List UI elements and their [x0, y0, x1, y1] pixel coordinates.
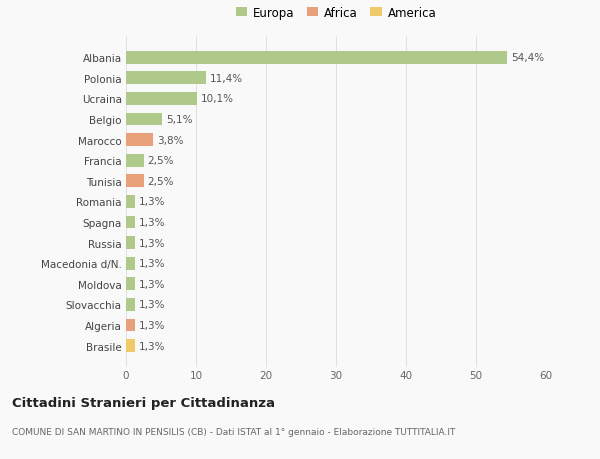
Bar: [126, 340, 135, 352]
Text: 1,3%: 1,3%: [139, 320, 166, 330]
Text: 10,1%: 10,1%: [201, 94, 234, 104]
Bar: [126, 319, 135, 332]
Text: 2,5%: 2,5%: [148, 176, 174, 186]
Bar: [126, 155, 143, 167]
Bar: [126, 175, 143, 188]
Text: 1,3%: 1,3%: [139, 279, 166, 289]
Bar: [126, 52, 507, 64]
Bar: [126, 298, 135, 311]
Text: Cittadini Stranieri per Cittadinanza: Cittadini Stranieri per Cittadinanza: [12, 396, 275, 409]
Text: 2,5%: 2,5%: [148, 156, 174, 166]
Bar: [126, 237, 135, 249]
Legend: Europa, Africa, America: Europa, Africa, America: [231, 2, 441, 24]
Text: 54,4%: 54,4%: [511, 53, 544, 63]
Text: 3,8%: 3,8%: [157, 135, 184, 146]
Bar: [126, 113, 162, 126]
Text: 1,3%: 1,3%: [139, 218, 166, 228]
Bar: [126, 216, 135, 229]
Text: 1,3%: 1,3%: [139, 197, 166, 207]
Text: 1,3%: 1,3%: [139, 341, 166, 351]
Bar: [126, 278, 135, 291]
Bar: [126, 134, 152, 147]
Bar: [126, 196, 135, 208]
Text: 1,3%: 1,3%: [139, 258, 166, 269]
Bar: [126, 72, 206, 85]
Text: COMUNE DI SAN MARTINO IN PENSILIS (CB) - Dati ISTAT al 1° gennaio - Elaborazione: COMUNE DI SAN MARTINO IN PENSILIS (CB) -…: [12, 427, 455, 436]
Text: 1,3%: 1,3%: [139, 238, 166, 248]
Bar: [126, 257, 135, 270]
Bar: [126, 93, 197, 106]
Text: 11,4%: 11,4%: [210, 74, 243, 84]
Text: 1,3%: 1,3%: [139, 300, 166, 310]
Text: 5,1%: 5,1%: [166, 115, 193, 125]
